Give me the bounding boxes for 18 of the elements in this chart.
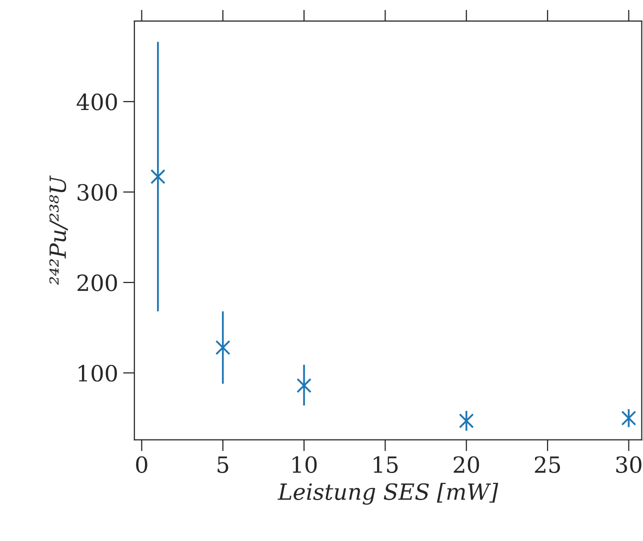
x-tick-label: 5 xyxy=(218,456,228,474)
point xyxy=(150,169,166,184)
x-tick-label: 10 xyxy=(292,456,317,474)
x-tick-label: 15 xyxy=(374,456,398,474)
point xyxy=(296,378,312,394)
x-tick-label: 30 xyxy=(616,456,642,474)
point xyxy=(458,413,474,428)
x-tick-label: 25 xyxy=(534,456,560,474)
y-tick-label: 400 xyxy=(76,94,117,110)
x-axis-title: Leistung SES [mW] xyxy=(278,482,498,505)
y-tick-label: 300 xyxy=(78,184,117,201)
y-tick-label: 100 xyxy=(78,364,117,382)
point xyxy=(215,340,230,356)
point xyxy=(621,410,636,426)
x-tick-label: 20 xyxy=(454,456,480,474)
y-tick-label: 200 xyxy=(78,274,117,292)
y-axis-title: ²⁴²Pu/²³⁸U xyxy=(49,175,68,285)
x-tick-label: 0 xyxy=(136,456,148,474)
